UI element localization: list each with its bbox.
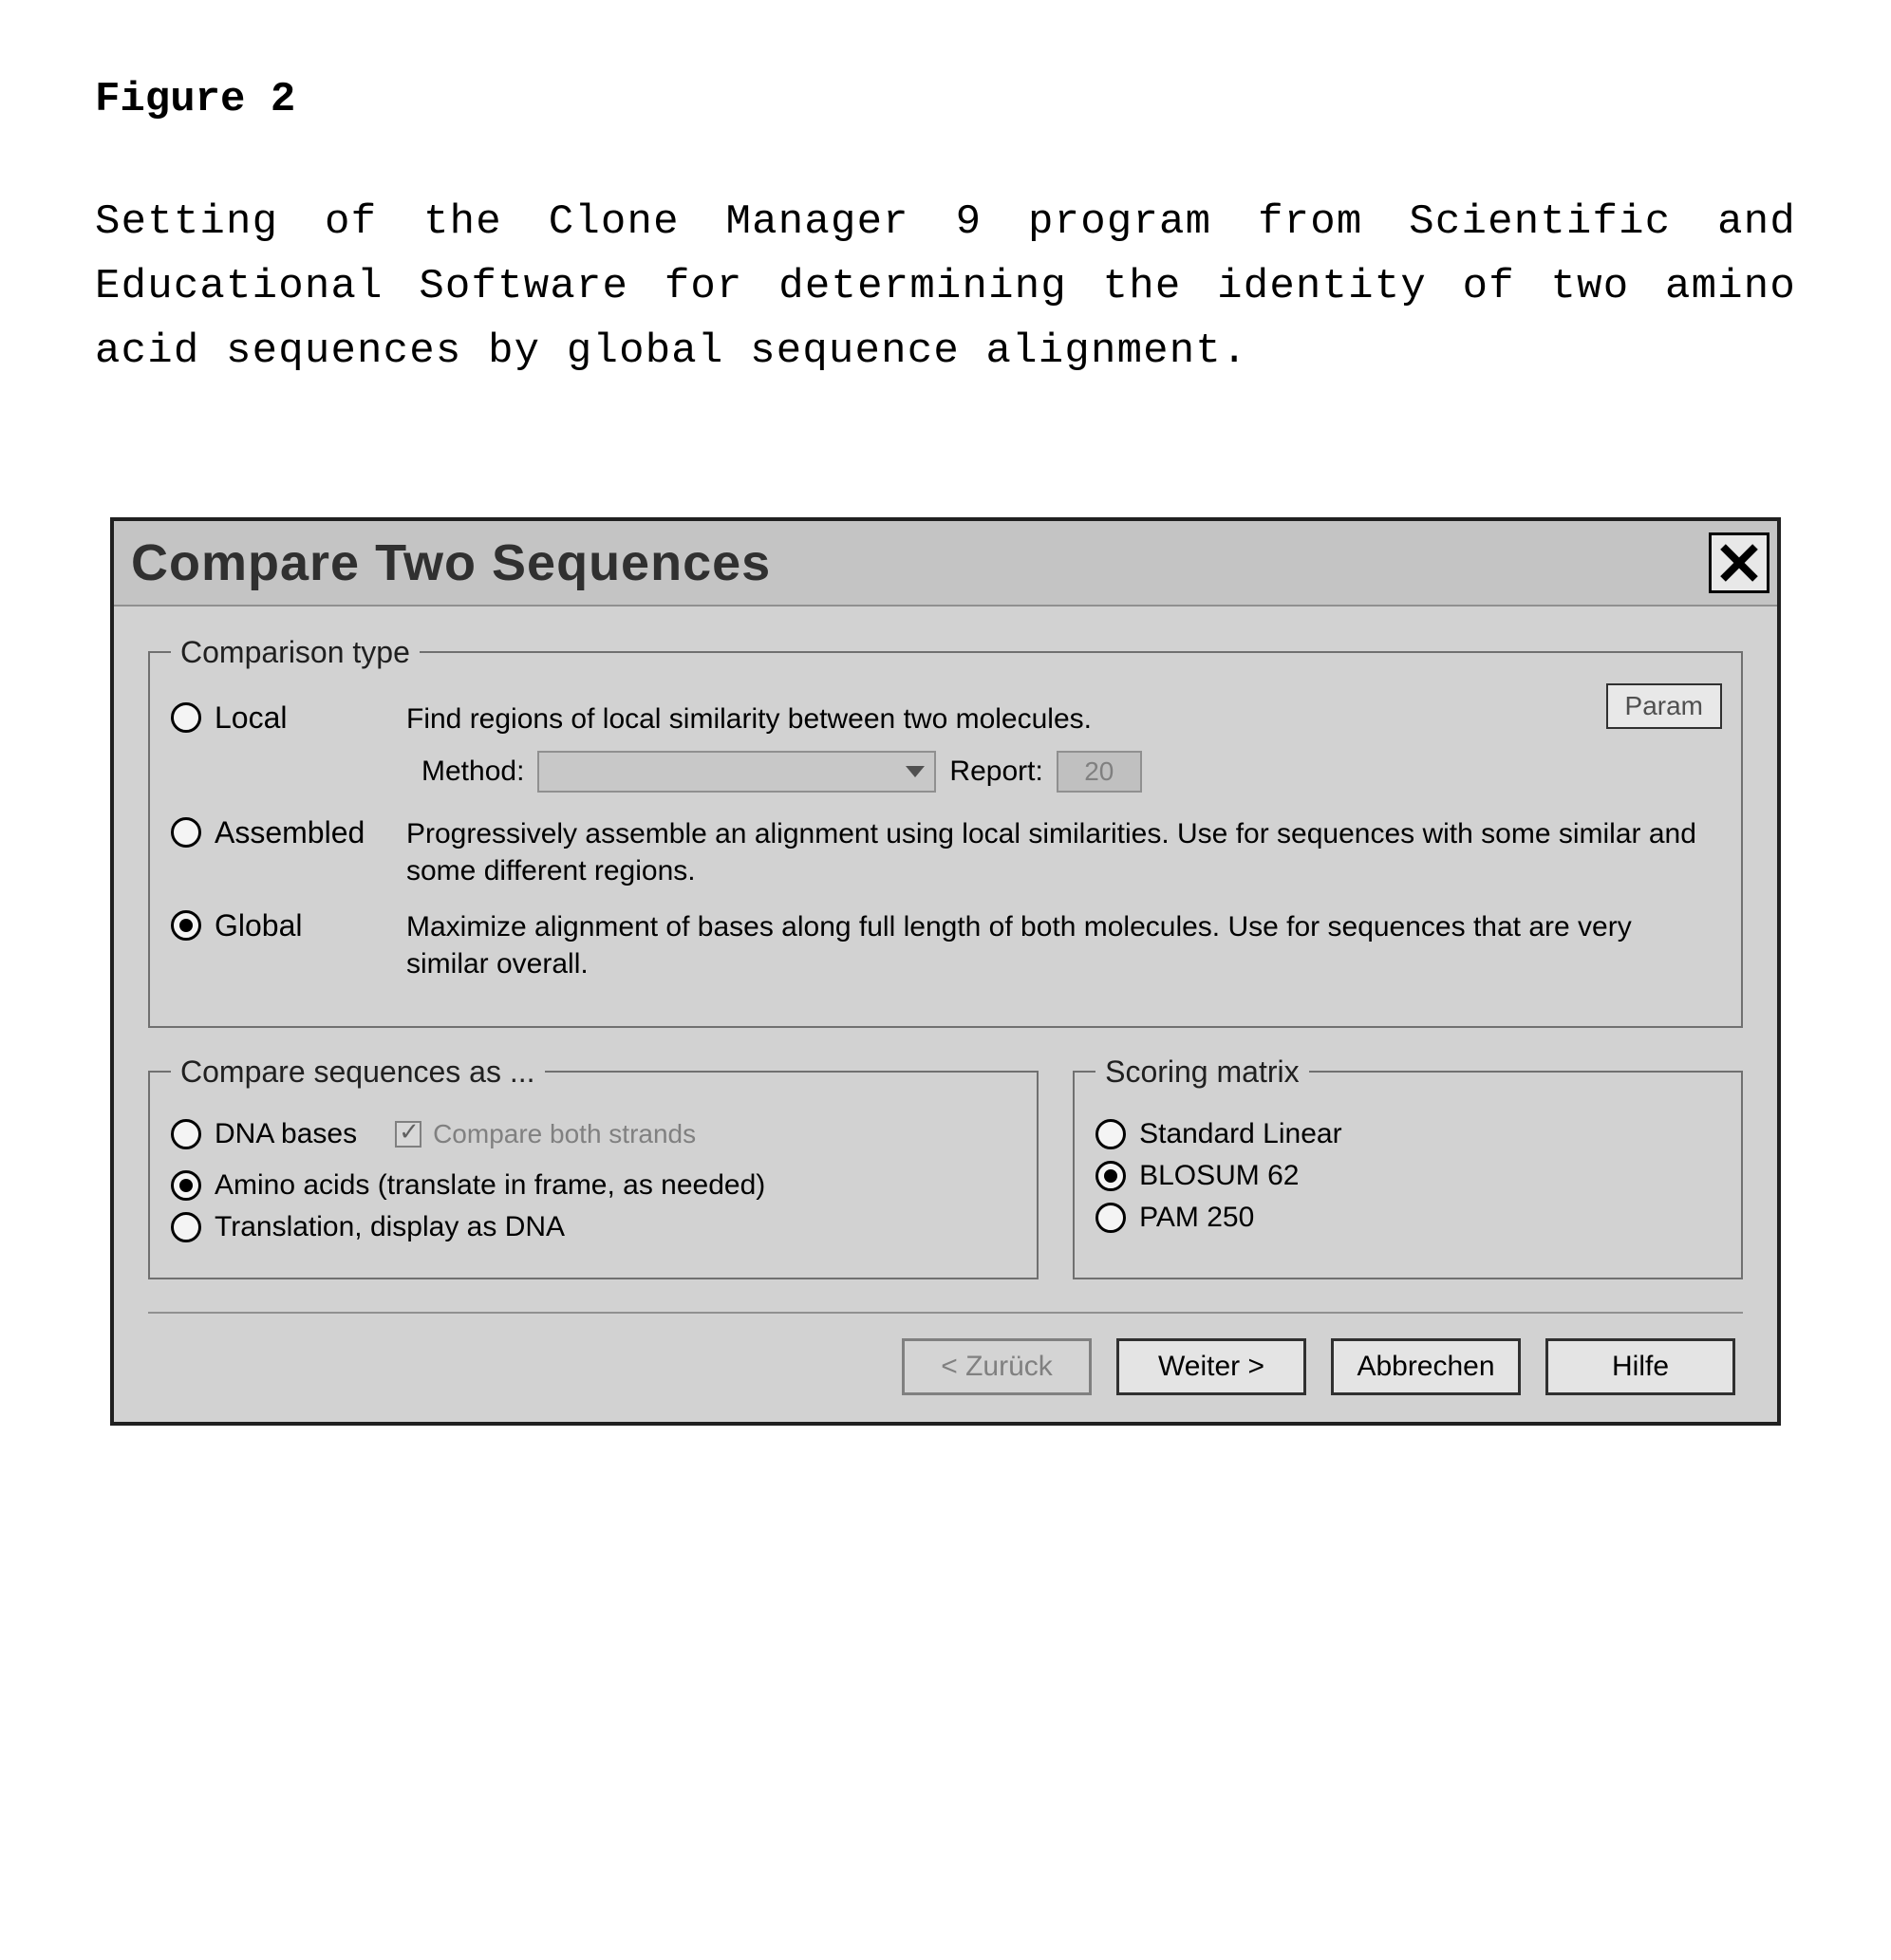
global-desc: Maximize alignment of bases along full l… <box>406 908 1720 982</box>
radio-translation-label: Translation, display as DNA <box>215 1211 565 1243</box>
radio-circle-selected-icon <box>171 1170 201 1201</box>
radio-circle-selected-icon <box>1095 1161 1126 1191</box>
back-button[interactable]: < Zurück <box>902 1338 1092 1395</box>
page-root: Figure 2 Setting of the Clone Manager 9 … <box>0 0 1891 1502</box>
report-label: Report: <box>949 756 1042 788</box>
radio-assembled[interactable]: Assembled <box>171 815 389 850</box>
radio-pam-label: PAM 250 <box>1139 1202 1254 1234</box>
method-label: Method: <box>421 756 524 788</box>
row-assembled: Assembled Progressively assemble an alig… <box>171 815 1720 889</box>
radio-std-label: Standard Linear <box>1139 1118 1342 1150</box>
compare-both-strands-label: Compare both strands <box>433 1119 696 1149</box>
comparison-type-legend: Comparison type <box>171 635 420 670</box>
radio-global[interactable]: Global <box>171 908 389 943</box>
report-field[interactable]: 20 <box>1057 751 1142 793</box>
titlebar: Compare Two Sequences <box>114 521 1777 607</box>
close-icon[interactable] <box>1709 532 1769 593</box>
radio-circle-icon <box>171 817 201 848</box>
radio-dna-label: DNA bases <box>215 1118 357 1150</box>
radio-blosum-label: BLOSUM 62 <box>1139 1160 1299 1192</box>
comparison-type-group: Comparison type Param Local Find regions… <box>148 635 1743 1028</box>
help-button[interactable]: Hilfe <box>1545 1338 1735 1395</box>
cancel-button[interactable]: Abbrechen <box>1331 1338 1521 1395</box>
method-combobox[interactable] <box>537 751 936 793</box>
scoring-legend: Scoring matrix <box>1095 1055 1309 1090</box>
assembled-desc: Progressively assemble an alignment usin… <box>406 815 1720 889</box>
radio-dna-bases[interactable]: DNA bases <box>171 1118 357 1150</box>
radio-global-label: Global <box>215 908 303 943</box>
dialog-window: Compare Two Sequences Comparison type Pa… <box>110 517 1781 1426</box>
figure-caption: Setting of the Clone Manager 9 program f… <box>95 190 1796 384</box>
figure-title: Figure 2 <box>95 76 1796 123</box>
compare-as-legend: Compare sequences as ... <box>171 1055 545 1090</box>
radio-pam250[interactable]: PAM 250 <box>1095 1202 1720 1234</box>
radio-amino-label: Amino acids (translate in frame, as need… <box>215 1169 765 1202</box>
chevron-down-icon <box>906 766 925 777</box>
radio-circle-icon <box>171 702 201 733</box>
param-button[interactable]: Param <box>1606 683 1722 729</box>
button-bar: < Zurück Weiter > Abbrechen Hilfe <box>148 1312 1743 1399</box>
radio-blosum62[interactable]: BLOSUM 62 <box>1095 1160 1720 1192</box>
radio-circle-icon <box>1095 1119 1126 1149</box>
radio-circle-icon <box>1095 1203 1126 1233</box>
radio-assembled-label: Assembled <box>215 815 365 850</box>
radio-translation[interactable]: Translation, display as DNA <box>171 1211 1016 1243</box>
dialog-body: Comparison type Param Local Find regions… <box>114 607 1777 1422</box>
radio-amino-acids[interactable]: Amino acids (translate in frame, as need… <box>171 1169 1016 1202</box>
radio-circle-icon <box>171 1119 201 1149</box>
local-desc: Find regions of local similarity between… <box>406 700 1720 737</box>
compare-both-strands-checkbox[interactable]: Compare both strands <box>395 1119 696 1149</box>
scoring-matrix-group: Scoring matrix Standard Linear BLOSUM 62… <box>1073 1055 1743 1279</box>
compare-as-group: Compare sequences as ... DNA bases Compa… <box>148 1055 1039 1279</box>
radio-local[interactable]: Local <box>171 700 389 736</box>
radio-standard-linear[interactable]: Standard Linear <box>1095 1118 1720 1150</box>
checkbox-icon <box>395 1121 421 1148</box>
radio-local-label: Local <box>215 700 288 736</box>
lower-row: Compare sequences as ... DNA bases Compa… <box>148 1055 1743 1297</box>
row-global: Global Maximize alignment of bases along… <box>171 908 1720 982</box>
dialog-title: Compare Two Sequences <box>131 533 771 592</box>
radio-circle-icon <box>171 1212 201 1242</box>
next-button[interactable]: Weiter > <box>1116 1338 1306 1395</box>
row-local: Local Find regions of local similarity b… <box>171 700 1720 737</box>
method-line: Method: Report: 20 <box>421 751 1720 793</box>
radio-circle-selected-icon <box>171 910 201 941</box>
